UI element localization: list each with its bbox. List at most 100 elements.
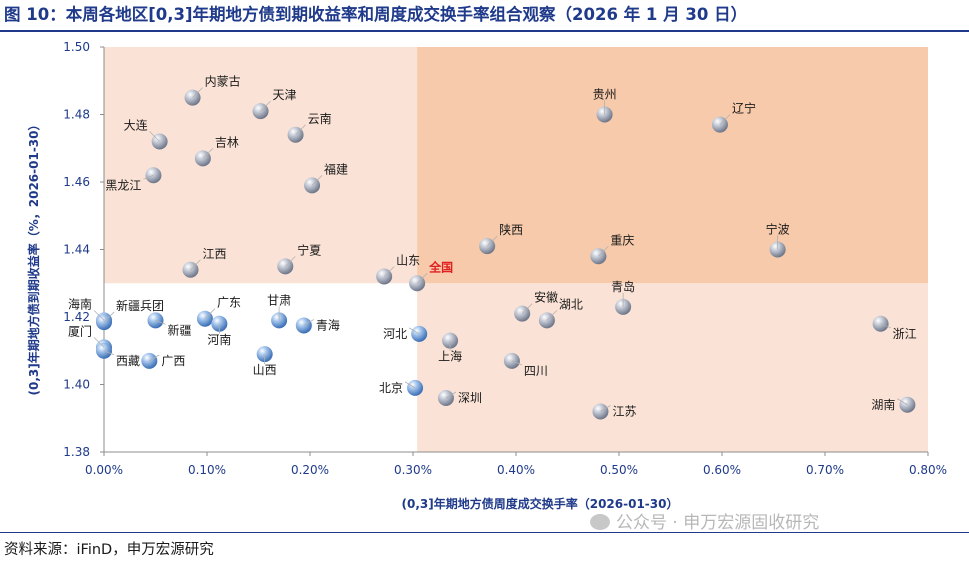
point-label: 贵州: [593, 88, 617, 102]
point-label: 江苏: [612, 405, 636, 419]
y-tick-label: 1.50: [63, 40, 90, 54]
y-tick-label: 1.44: [63, 243, 90, 257]
point-label: 新疆兵团: [116, 298, 164, 313]
point-label: 青海: [316, 317, 340, 332]
point-label: 西藏: [116, 354, 140, 368]
point-label: 云南: [308, 111, 332, 126]
leader-line: [190, 259, 201, 271]
point-label: 海南: [68, 296, 92, 311]
point-label: 江西: [203, 247, 227, 261]
x-tick-label: 0.70%: [806, 463, 844, 477]
watermark-text: 公众号 · 申万宏源固收研究: [616, 513, 820, 533]
point-label: 河北: [383, 327, 407, 341]
y-tick-label: 1.46: [63, 175, 90, 189]
leader-line: [600, 405, 611, 412]
x-tick-label: 0.80%: [909, 463, 947, 477]
x-tick-label: 0.10%: [188, 463, 226, 477]
point-label: 宁夏: [297, 242, 321, 257]
leader-line: [103, 350, 115, 356]
bottom-rule: [0, 532, 969, 533]
x-tick-label: 0.60%: [703, 463, 741, 477]
leader-line: [383, 266, 395, 277]
x-tick-label: 0.20%: [291, 463, 329, 477]
point-label: 山西: [253, 363, 277, 377]
y-axis-label: (0,3]年期地方债到期收益率（%，2026-01-30）: [26, 118, 41, 395]
point-label: 上海: [438, 349, 462, 364]
leader-line: [511, 360, 523, 366]
point-label: 辽宁: [732, 101, 756, 116]
scatter-chart: 0.00% 0.10% 0.20% 0.30% 0.40% 0.50% 0.60% 0.70%…: [26, 40, 947, 511]
leader-line: [880, 323, 891, 329]
point-label: 重庆: [610, 233, 634, 247]
leader-line: [416, 272, 428, 284]
point-label: 浙江: [893, 327, 917, 341]
leader-line: [284, 256, 296, 267]
point-label: 福建: [324, 161, 348, 176]
quadrant-top-right: [417, 47, 928, 284]
leader-line: [149, 354, 160, 362]
y-tick-label: 1.38: [63, 445, 90, 459]
quadrant-bottom-right: [417, 283, 928, 452]
leader-line: [303, 319, 315, 326]
leader-line: [93, 310, 105, 321]
leader-line: [546, 310, 558, 321]
x-axis-label: (0,3]年期地方债周度成交换手率（2026-01-30）: [402, 496, 679, 511]
leader-line: [192, 87, 203, 98]
point-label: 宁波: [766, 222, 790, 237]
wechat-icon: [590, 514, 610, 530]
leader-line: [202, 148, 214, 159]
leader-line: [143, 174, 154, 180]
leader-line: [295, 124, 306, 136]
x-tick-label: 0.30%: [394, 463, 432, 477]
x-axis-ticks: 0.00% 0.10% 0.20% 0.30% 0.40% 0.50% 0.60% 0.70%…: [85, 452, 947, 477]
point-label: 湖南: [871, 397, 895, 412]
point-label: 广西: [161, 354, 185, 368]
watermark: 公众号 · 申万宏源固收研究: [590, 508, 819, 533]
x-tick-label: 0.50%: [600, 463, 638, 477]
y-axis-ticks: 1.38 1.40 1.42 1.44 1.46 1.48 1.50: [63, 40, 104, 459]
point-label: 深圳: [458, 391, 482, 405]
leader-line: [204, 308, 216, 319]
point-label: 黑龙江: [105, 178, 141, 192]
source-note: 资料来源：iFinD，申万宏源研究: [4, 542, 214, 558]
y-tick-label: 1.42: [63, 310, 90, 324]
point-label: 天津: [273, 88, 297, 102]
leader-line: [897, 398, 908, 406]
quadrant-top-left: [104, 47, 418, 284]
leader-line: [155, 320, 166, 325]
point-label: 四川: [524, 364, 548, 378]
leader-line: [103, 311, 115, 323]
leader-line: [149, 131, 160, 142]
leader-line: [486, 235, 498, 247]
point-label: 全国: [428, 259, 453, 274]
point-label: 广东: [217, 296, 241, 310]
x-tick-label: 0.40%: [497, 463, 535, 477]
point-label: 新疆: [168, 322, 192, 337]
y-tick-label: 1.48: [63, 108, 90, 122]
point-label: 青岛: [611, 279, 635, 294]
leader-line: [719, 114, 731, 125]
leader-line: [598, 245, 609, 257]
point-label: 山东: [396, 254, 420, 268]
point-label: 安徽: [534, 290, 558, 305]
leader-line: [521, 303, 533, 314]
title-rule: [0, 30, 969, 32]
leader-line: [93, 337, 105, 348]
point-label: 湖北: [559, 296, 583, 311]
quadrant-backgrounds: [104, 47, 928, 452]
leader-line: [445, 391, 457, 399]
point-label: 甘肃: [267, 293, 291, 307]
point-label: 厦门: [68, 323, 92, 338]
point-label: 北京: [379, 381, 403, 395]
chart-title: 图 10：本周各地区[0,3]年期地方债到期收益率和周度成交换手率组合观察（20…: [4, 5, 748, 24]
leader-line: [404, 381, 416, 389]
x-tick-label: 0.00%: [85, 463, 123, 477]
leader-line: [408, 327, 420, 335]
y-tick-label: 1.40: [63, 378, 90, 392]
point-label: 大连: [124, 118, 148, 133]
point-label: 吉林: [215, 135, 239, 149]
leader-line: [311, 175, 323, 186]
point-label: 内蒙古: [205, 74, 241, 89]
point-label: 河南: [207, 332, 231, 347]
